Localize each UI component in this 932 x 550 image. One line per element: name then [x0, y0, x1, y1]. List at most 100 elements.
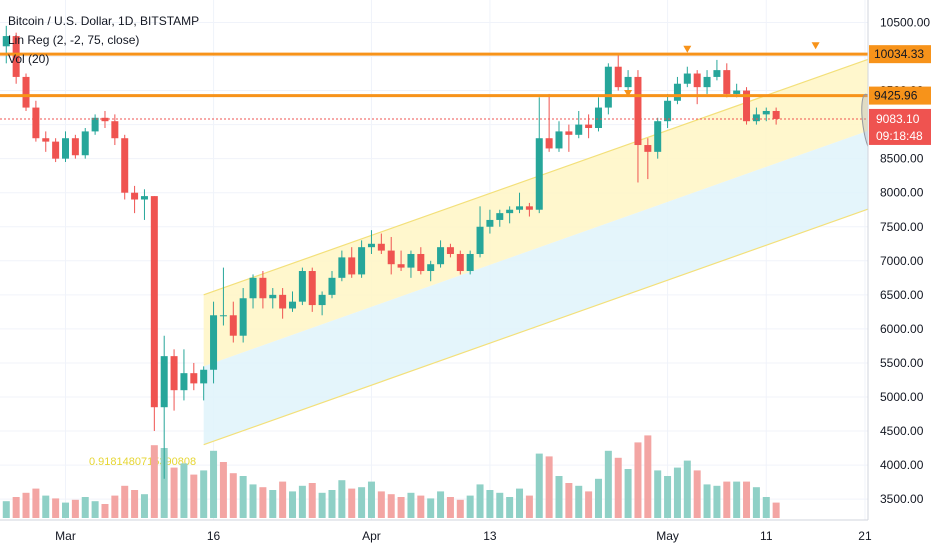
candle-body: [437, 247, 445, 265]
volume-bar: [12, 497, 20, 518]
volume-bar: [121, 485, 129, 518]
volume-bar: [693, 470, 701, 518]
volume-bar: [150, 445, 158, 518]
volume-bar: [239, 476, 247, 518]
volume-bar: [673, 467, 681, 518]
candle-body: [713, 70, 721, 77]
volume-bar: [328, 490, 336, 518]
volume-bar: [752, 487, 760, 518]
candle-body: [466, 253, 474, 272]
time-tick-label: 16: [207, 529, 221, 543]
price-axis[interactable]: 3500.00 4000.00 4500.00 5000.00 5500.00 6000.…: [867, 0, 932, 550]
volume-bar: [614, 457, 622, 518]
volume-bar: [52, 498, 60, 518]
volume-bar: [456, 499, 464, 518]
candle-body: [298, 271, 306, 302]
candle-body: [160, 356, 168, 408]
volume-bar: [545, 456, 553, 518]
horizontal-levels[interactable]: [0, 52, 868, 120]
level-price-tag[interactable]: [869, 86, 931, 105]
candle-body: [200, 369, 208, 384]
candle-body: [604, 66, 612, 108]
volume-bar: [555, 476, 563, 518]
candle-body: [397, 264, 405, 268]
candle-body: [407, 253, 415, 268]
candle-body: [289, 301, 297, 309]
volume-bar: [683, 460, 691, 518]
candle-body: [348, 257, 356, 275]
candle-body: [377, 243, 385, 251]
volume-bars: [2, 435, 780, 518]
candle-body: [634, 76, 642, 146]
volume-bar: [723, 481, 731, 518]
candle-body: [417, 253, 425, 272]
chart-legend: Bitcoin / U.S. Dollar, 1D, BITSTAMP Lin …: [8, 12, 199, 69]
volume-bar: [308, 483, 316, 518]
candle-body: [62, 138, 69, 159]
volume-bar: [170, 467, 178, 518]
time-tick-label: Mar: [55, 529, 76, 543]
volume-bar: [367, 481, 375, 518]
volume-bar: [525, 495, 533, 518]
volume-bar: [101, 504, 109, 518]
level-price-label: 10034.33: [874, 47, 924, 61]
volume-bar: [604, 450, 612, 518]
volume-bar: [358, 487, 366, 518]
indicator-label[interactable]: Lin Reg (2, -2, 75, close): [8, 33, 140, 47]
candle-body: [456, 253, 464, 272]
candle-body: [229, 315, 237, 336]
candle-body: [210, 315, 218, 370]
volume-bar: [644, 435, 652, 518]
volume-bar: [407, 492, 415, 518]
candle-body: [585, 124, 593, 129]
candle-body: [22, 76, 30, 108]
candle-body: [259, 277, 267, 299]
volume-bar: [377, 491, 385, 518]
volume-bar: [71, 499, 79, 518]
annotations[interactable]: [624, 42, 932, 156]
volume-bar: [387, 494, 395, 518]
volume-bar: [437, 491, 445, 518]
candle-body: [575, 124, 583, 135]
time-axis[interactable]: Mar16Apr13May1121Jun15: [0, 519, 932, 543]
candle-body: [269, 294, 277, 299]
peak-marker: [811, 42, 820, 50]
volume-bar: [417, 495, 425, 518]
candles: [2, 25, 780, 479]
candle-body: [555, 131, 563, 149]
volume-label[interactable]: Vol (20): [8, 52, 50, 66]
candle-body: [249, 277, 257, 299]
volume-bar: [180, 463, 188, 518]
candle-body: [71, 138, 79, 156]
candle-body: [654, 121, 662, 152]
candle-body: [180, 373, 188, 391]
channel-lower-band: [203, 130, 868, 445]
highlight-ellipse[interactable]: [859, 93, 881, 156]
volume-bar: [32, 488, 40, 518]
volume-bar: [446, 497, 454, 518]
volume-bar: [585, 491, 593, 518]
volume-bar: [338, 480, 346, 518]
volume-bar: [42, 495, 50, 518]
channel-upper-line: [203, 58, 868, 296]
price-tick-label: 8000.00: [880, 186, 924, 200]
candle-body: [190, 373, 198, 384]
price-tick-label: 3500.00: [880, 492, 924, 506]
candle-body: [279, 294, 287, 309]
level-price-tag[interactable]: [869, 45, 931, 64]
time-tick-label: Apr: [362, 529, 381, 543]
volume-bar: [190, 474, 198, 518]
candle-body: [594, 107, 602, 129]
volume-bar: [506, 497, 514, 518]
candle-body: [111, 121, 119, 139]
volume-bar: [762, 497, 770, 518]
price-tick-label: 4500.00: [880, 424, 924, 438]
current-price-tag: [869, 108, 931, 145]
volume-bar: [397, 497, 405, 518]
volume-bar: [664, 476, 672, 518]
candle-body: [614, 66, 622, 88]
candle-body: [664, 100, 672, 122]
volume-bar: [81, 497, 89, 518]
price-tick-label: 10500.00: [880, 15, 930, 29]
